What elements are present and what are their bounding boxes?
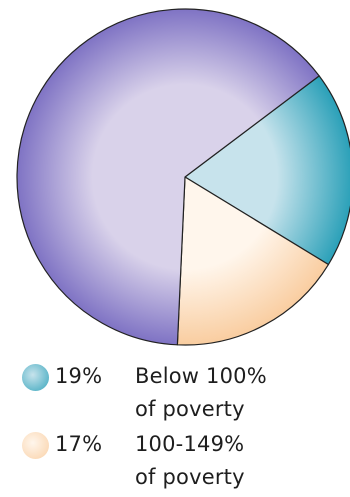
legend-swatch-below-100: [22, 364, 49, 391]
legend-swatch-100-149: [22, 432, 49, 459]
legend-item-100-149: 17% 100-149% of poverty: [22, 428, 342, 494]
legend-percent-below-100: 19%: [55, 364, 103, 388]
legend-label-100-149: 100-149% of poverty: [135, 432, 245, 489]
legend: 19% Below 100% of poverty 17% 100-149% o…: [22, 360, 342, 496]
legend-percent-100-149: 17%: [55, 432, 103, 456]
legend-item-below-100: 19% Below 100% of poverty: [22, 360, 342, 426]
pie-slice-below-100: [184, 75, 350, 266]
pie-slice-100-149: [176, 176, 329, 346]
pie-slices: [16, 8, 350, 346]
legend-label-below-100: Below 100% of poverty: [135, 364, 267, 421]
pie-slice-other: [16, 8, 320, 346]
